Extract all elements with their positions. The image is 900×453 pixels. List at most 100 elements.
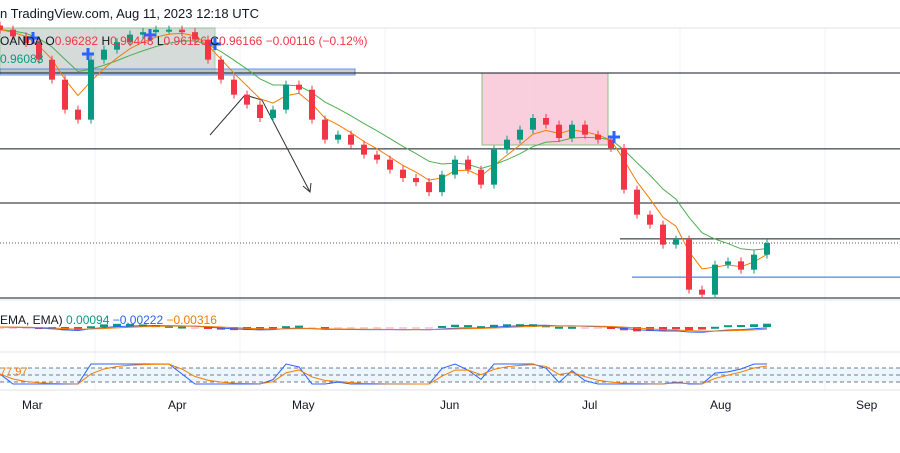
macd-bar [607,327,615,329]
macd-bar [490,324,498,327]
macd-bar [659,327,667,331]
macd-value: −0.00222 [112,313,164,327]
macd-bar [191,327,199,329]
macd-bar [165,325,173,328]
cross-marker-icon [82,48,94,60]
candle [205,39,211,60]
macd-bar [425,327,433,329]
macd-bar [724,325,732,328]
close-value: 0.96166 [218,34,263,48]
candle [361,144,367,155]
candle [244,94,250,105]
candle [101,49,107,60]
low-key: L [156,34,164,48]
macd-hist-value: 0.00094 [66,313,110,327]
macd-bar [178,326,186,329]
macd-bar [698,327,706,330]
candle [673,239,679,245]
candle [465,159,471,170]
macd-bar [295,325,303,328]
candle [738,261,744,270]
ohlc-legend: OANDA O0.96282 H0.96448 L0.96126 C0.9616… [0,34,368,48]
macd-bar [282,326,290,329]
candle [36,43,42,60]
candle [530,118,536,130]
macd-bar [633,327,641,332]
macd-bar [763,323,771,327]
month-label: Mar [22,398,43,412]
candle [660,224,666,245]
candle [0,25,3,30]
macd-bar [711,326,719,329]
cross-marker-icon [144,29,156,41]
macd-bar [87,326,95,329]
macd-bar [100,324,108,327]
candle [335,134,341,140]
candle [88,59,94,120]
candle [504,139,510,150]
candle [270,109,276,118]
macd-bar [347,327,355,329]
candle [413,178,419,183]
slow-ma-line [0,29,768,251]
macd-bar [555,326,563,329]
macd-bar [412,327,420,329]
macd-bar [672,327,680,330]
macd-bar [308,327,316,329]
macd-bar [737,325,745,328]
open-key: O [45,34,55,48]
candle [218,59,224,80]
stoch-value: 77.97 [0,366,28,378]
candle [140,32,146,35]
macd-label: EMA, EMA) [0,313,63,327]
candle [23,36,29,43]
symbol: OANDA [0,34,43,48]
macd-bar [438,325,446,328]
macd-bar [464,325,472,328]
candle [283,84,289,110]
pink-zone [481,72,609,146]
ma-value: 0.96083 [0,52,44,66]
candle [699,289,705,295]
candle [751,254,757,270]
chart-header: n TradingView.com, Aug 11, 2023 12:18 UT… [0,6,259,21]
candle [322,119,328,140]
macd-bar [0,327,4,329]
low-value: 0.96126 [163,34,207,48]
candle [452,159,458,175]
candle [712,264,718,295]
candle [764,243,770,255]
macd-bar [126,323,134,327]
candle [634,189,640,215]
candle [556,124,562,138]
macd-bar [503,324,511,327]
candle [179,29,185,33]
candle [309,89,315,120]
candle [387,159,393,170]
signal-value: −0.00316 [166,313,217,327]
cross-marker-icon [209,38,221,50]
change-value: −0.00116 (−0.12%) [265,34,368,48]
macd-legend: EMA, EMA) 0.00094 −0.00222 −0.00316 [0,313,217,327]
candle [153,29,159,33]
candle [686,239,692,290]
open-value: 0.96282 [54,34,99,48]
trend-arrow [209,94,311,193]
macd-bar [360,327,368,329]
candle [569,124,575,138]
stoch-d-line [0,363,768,385]
month-label: Apr [168,398,187,412]
candle [75,109,81,120]
macd-bar [269,327,277,329]
high-value: 0.96448 [110,34,154,48]
candle [543,118,549,125]
candle [127,34,133,43]
candle [10,29,16,37]
macd-bar [451,324,459,327]
candle [374,154,380,160]
macd-bar [386,327,394,329]
high-key: H [101,34,111,48]
candle [231,79,237,95]
month-label: Jun [440,398,460,412]
